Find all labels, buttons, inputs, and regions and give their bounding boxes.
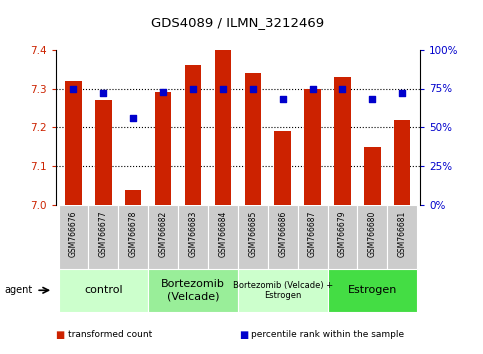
Text: agent: agent — [5, 285, 33, 295]
Bar — [95, 100, 112, 205]
Text: percentile rank within the sample: percentile rank within the sample — [251, 330, 404, 339]
Bar — [364, 147, 381, 205]
Bar — [185, 65, 201, 205]
Text: Bortezomib (Velcade) +
Estrogen: Bortezomib (Velcade) + Estrogen — [233, 281, 333, 300]
Point — [339, 86, 346, 91]
Text: control: control — [84, 285, 123, 295]
Text: GSM766677: GSM766677 — [99, 210, 108, 257]
Text: GSM766686: GSM766686 — [278, 210, 287, 257]
Bar — [215, 50, 231, 205]
Text: GSM766685: GSM766685 — [248, 210, 257, 257]
Bar — [304, 88, 321, 205]
Point — [398, 90, 406, 96]
Bar — [178, 205, 208, 269]
Text: ■: ■ — [56, 330, 65, 339]
Text: GSM766684: GSM766684 — [218, 210, 227, 257]
Bar — [58, 269, 148, 312]
Bar — [58, 205, 88, 269]
Bar — [268, 205, 298, 269]
Bar — [244, 73, 261, 205]
Point — [309, 86, 316, 91]
Bar — [208, 205, 238, 269]
Point — [279, 97, 286, 102]
Point — [129, 115, 137, 121]
Text: ■: ■ — [239, 330, 248, 339]
Bar — [118, 205, 148, 269]
Point — [189, 86, 197, 91]
Text: GSM766680: GSM766680 — [368, 210, 377, 257]
Bar — [394, 120, 411, 205]
Bar — [238, 269, 327, 312]
Bar — [148, 269, 238, 312]
Bar — [88, 205, 118, 269]
Point — [159, 89, 167, 95]
Bar — [327, 269, 417, 312]
Text: Estrogen: Estrogen — [348, 285, 397, 295]
Text: Bortezomib
(Velcade): Bortezomib (Velcade) — [161, 279, 225, 301]
Point — [249, 86, 256, 91]
Bar — [334, 77, 351, 205]
Bar — [298, 205, 327, 269]
Bar — [387, 205, 417, 269]
Bar — [238, 205, 268, 269]
Bar — [327, 205, 357, 269]
Bar — [274, 131, 291, 205]
Point — [70, 86, 77, 91]
Point — [369, 97, 376, 102]
Text: GSM766683: GSM766683 — [188, 210, 198, 257]
Bar — [65, 81, 82, 205]
Text: GSM766678: GSM766678 — [129, 210, 138, 257]
Bar — [155, 92, 171, 205]
Bar — [125, 190, 142, 205]
Text: GDS4089 / ILMN_3212469: GDS4089 / ILMN_3212469 — [151, 16, 325, 29]
Text: GSM766676: GSM766676 — [69, 210, 78, 257]
Point — [219, 86, 227, 91]
Text: transformed count: transformed count — [68, 330, 152, 339]
Point — [99, 90, 107, 96]
Bar — [148, 205, 178, 269]
Text: GSM766682: GSM766682 — [158, 210, 168, 257]
Text: GSM766681: GSM766681 — [398, 210, 407, 257]
Bar — [357, 205, 387, 269]
Text: GSM766687: GSM766687 — [308, 210, 317, 257]
Text: GSM766679: GSM766679 — [338, 210, 347, 257]
